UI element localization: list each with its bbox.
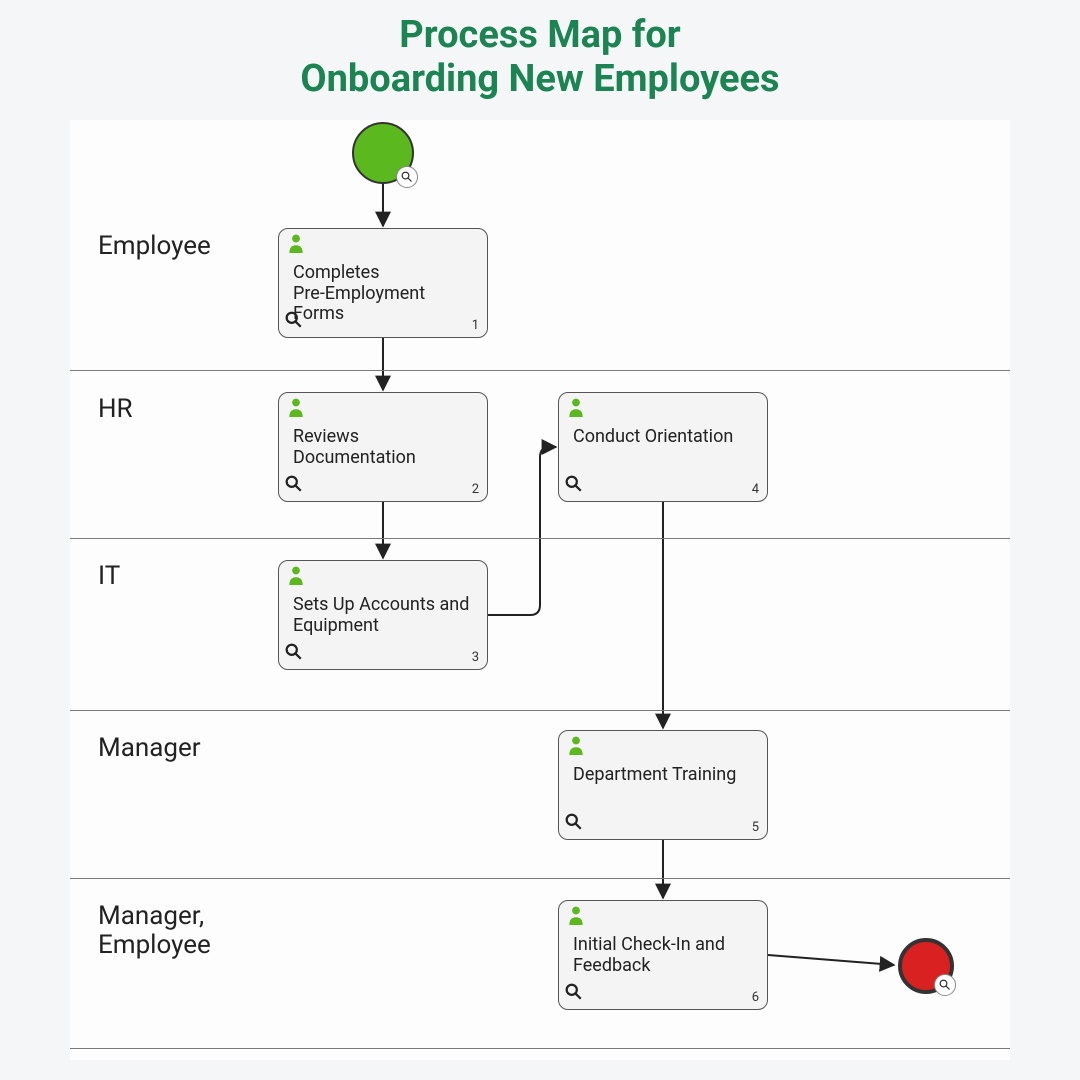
node-number: 2: [472, 482, 479, 497]
node-number: 6: [752, 990, 759, 1005]
magnifier-icon[interactable]: [285, 643, 303, 665]
node-label: Sets Up Accounts andEquipment: [293, 595, 477, 636]
magnifier-icon[interactable]: [934, 974, 956, 996]
person-icon: [287, 565, 305, 589]
edges-layer: [70, 120, 1010, 1060]
process-node-n3[interactable]: Sets Up Accounts andEquipment 3: [278, 560, 488, 670]
process-node-n5[interactable]: Department Training 5: [558, 730, 768, 840]
edge-n3-n4: [488, 447, 556, 615]
lane-label-manager_employee: Manager,Employee: [98, 902, 211, 959]
edge-n6-end: [768, 955, 894, 965]
lane-label-it: IT: [98, 562, 120, 591]
person-icon: [287, 233, 305, 257]
end-node[interactable]: [898, 938, 954, 994]
page-title: Process Map for Onboarding New Employees: [0, 0, 1080, 101]
magnifier-icon[interactable]: [396, 166, 418, 188]
person-icon: [567, 397, 585, 421]
node-label: Department Training: [573, 765, 757, 786]
magnifier-icon[interactable]: [285, 475, 303, 497]
node-label: CompletesPre-EmploymentForms: [293, 263, 477, 325]
lane-divider: [70, 710, 1010, 711]
node-label: Conduct Orientation: [573, 427, 757, 448]
lane-label-hr: HR: [98, 395, 133, 424]
node-number: 1: [472, 318, 479, 333]
person-icon: [567, 735, 585, 759]
title-line-1: Process Map for: [399, 13, 680, 57]
process-node-n2[interactable]: ReviewsDocumentation 2: [278, 392, 488, 502]
process-node-n4[interactable]: Conduct Orientation 4: [558, 392, 768, 502]
process-node-n1[interactable]: CompletesPre-EmploymentForms1: [278, 228, 488, 338]
magnifier-icon[interactable]: [285, 311, 303, 333]
start-node[interactable]: [352, 122, 414, 184]
node-number: 3: [472, 650, 479, 665]
node-number: 4: [752, 482, 759, 497]
title-line-2: Onboarding New Employees: [300, 57, 779, 101]
lane-label-manager: Manager: [98, 734, 201, 763]
lane-label-employee: Employee: [98, 232, 211, 261]
magnifier-icon[interactable]: [565, 475, 583, 497]
lane-divider: [70, 370, 1010, 371]
lane-divider: [70, 1048, 1010, 1049]
magnifier-icon[interactable]: [565, 813, 583, 835]
node-label: Initial Check-In andFeedback: [573, 935, 757, 976]
lane-divider: [70, 878, 1010, 879]
diagram-canvas: Employee HR IT Manager Manager,Employee Comp…: [70, 120, 1010, 1060]
person-icon: [567, 905, 585, 929]
magnifier-icon[interactable]: [565, 983, 583, 1005]
node-label: ReviewsDocumentation: [293, 427, 477, 468]
process-node-n6[interactable]: Initial Check-In andFeedback 6: [558, 900, 768, 1010]
lane-divider: [70, 538, 1010, 539]
node-number: 5: [752, 820, 759, 835]
person-icon: [287, 397, 305, 421]
